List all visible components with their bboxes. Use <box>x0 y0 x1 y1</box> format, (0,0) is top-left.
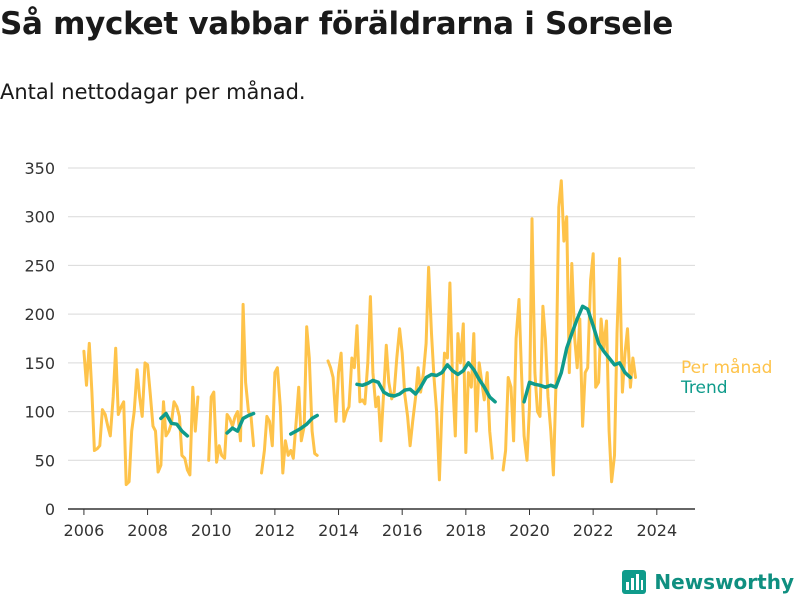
chart-subtitle: Antal nettodagar per månad. <box>0 80 306 104</box>
per-month-line-segment <box>501 179 637 484</box>
series-lines <box>82 179 637 487</box>
series-trend <box>159 304 633 438</box>
series-per-month <box>82 179 637 487</box>
trend-line-segment <box>159 411 190 438</box>
x-tick-label: 2018 <box>445 521 486 540</box>
trend-line-segment <box>225 411 256 435</box>
y-tick-label: 300 <box>24 208 55 227</box>
legend-label-trend: Trend <box>680 378 728 398</box>
line-chart: 0 50 100 150 200 250 300 350 2006 2008 2010 2012 201… <box>24 159 772 540</box>
x-tick-label: 2012 <box>255 521 296 540</box>
newsworthy-logo-icon <box>622 570 647 594</box>
x-tick-label: 2016 <box>382 521 423 540</box>
y-tick-label: 350 <box>24 159 55 178</box>
y-tick-label: 150 <box>24 354 55 373</box>
x-tick-label: 2008 <box>127 521 168 540</box>
trend-line-segment <box>289 413 319 436</box>
per-month-line-segment <box>207 302 256 464</box>
brand-logo-block: Newsworthy <box>622 570 794 594</box>
y-tick-label: 250 <box>24 256 55 275</box>
trend-line-segment <box>522 304 633 404</box>
y-tick-label: 0 <box>45 500 55 519</box>
x-tick-label: 2010 <box>191 521 232 540</box>
x-tick-label: 2022 <box>573 521 614 540</box>
y-tick-label: 200 <box>24 305 55 324</box>
per-month-line-segment <box>326 265 494 482</box>
chart-title: Så mycket vabbar föräldrarna i Sorsele <box>0 6 673 42</box>
brand-name: Newsworthy <box>654 570 794 594</box>
per-month-line-segment <box>260 325 319 475</box>
x-tick-label: 2020 <box>509 521 550 540</box>
per-month-line-segment <box>82 341 200 487</box>
axes: 0 50 100 150 200 250 300 350 2006 2008 2010 2012 201… <box>24 159 695 540</box>
y-tick-label: 50 <box>35 451 55 470</box>
x-tick-label: 2006 <box>64 521 105 540</box>
legend-label-per-month: Per månad <box>681 357 772 378</box>
y-tick-label: 100 <box>24 403 55 422</box>
trend-line-segment <box>355 361 497 404</box>
x-tick-label: 2014 <box>318 521 359 540</box>
x-tick-label: 2024 <box>636 521 677 540</box>
